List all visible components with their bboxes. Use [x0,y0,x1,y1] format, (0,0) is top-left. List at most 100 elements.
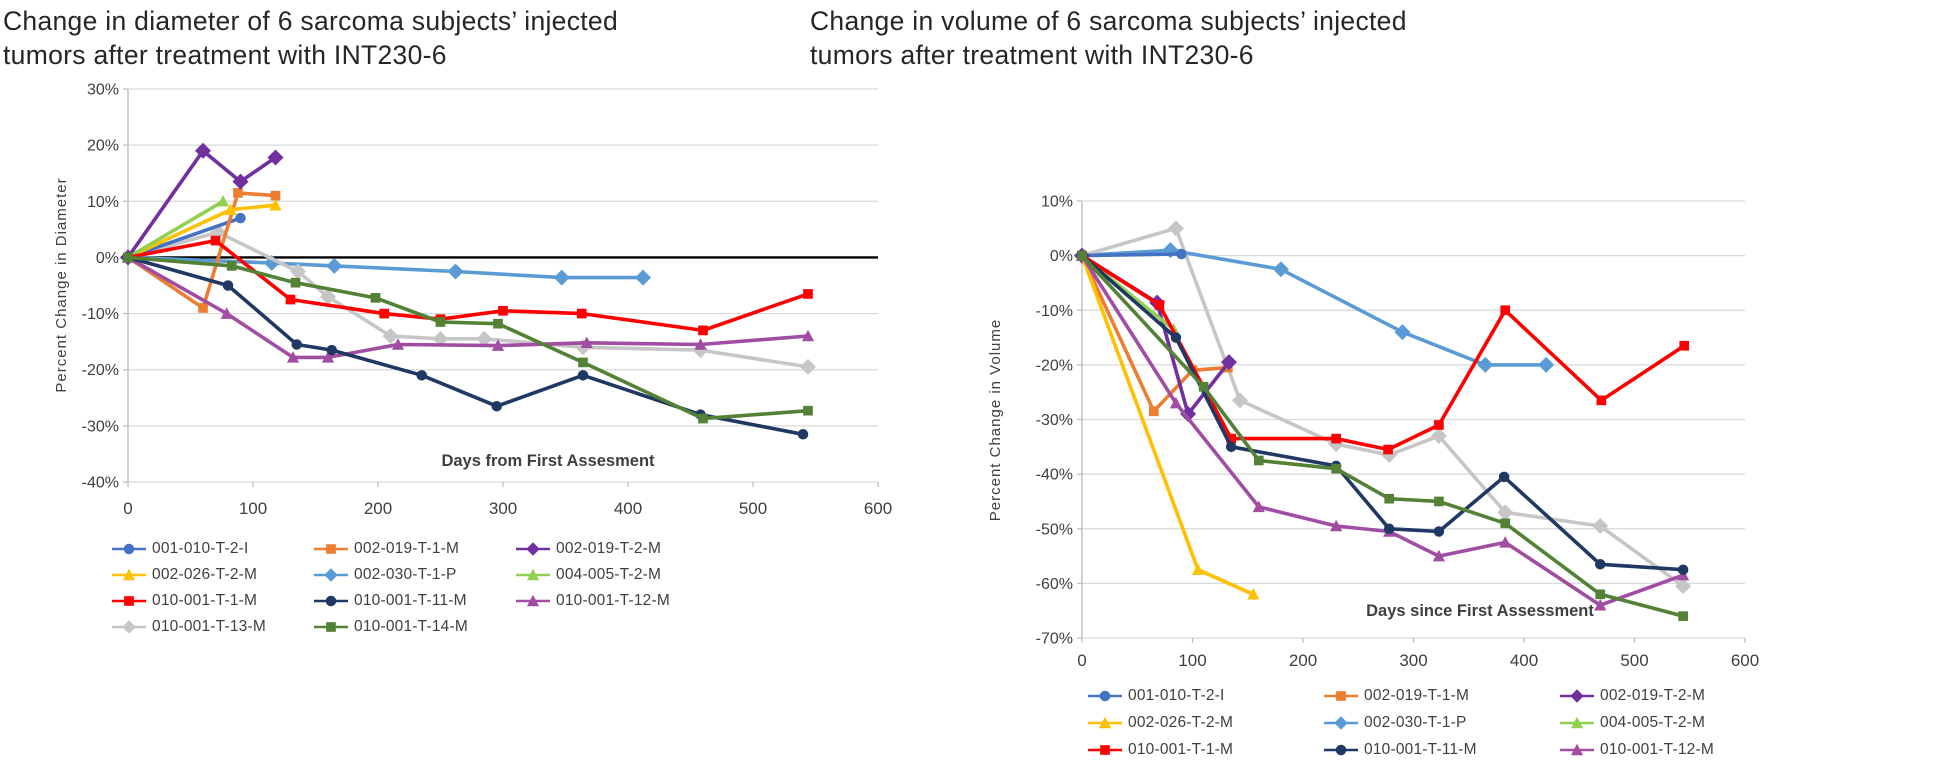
legend-label: 002-019-T-1-M [1364,686,1470,704]
legend-label: 010-001-T-12-M [556,592,670,609]
legend-item-002-019-T-2-M: 002-019-T-2-M [516,540,718,558]
diamond-marker-icon [314,568,348,582]
series-002-030-T-1-P [120,249,651,286]
y-tick-label: -10% [82,306,119,323]
volume-y-axis-title: Percent Change in Volume [987,319,1004,521]
x-tick-label: 600 [864,499,892,518]
legend-label: 002-019-T-1-M [354,540,460,557]
y-tick-label: -40% [82,475,119,492]
legend-item-002-019-T-2-M: 002-019-T-2-M [1560,687,1796,705]
square-marker-icon [1088,744,1122,755]
x-tick-label: 100 [1178,651,1206,670]
y-tick-label: -20% [82,362,119,379]
square-marker-icon [314,544,348,554]
x-tick-label: 0 [123,499,132,518]
x-tick-label: 200 [1289,651,1317,670]
y-tick-label: 0% [1050,248,1073,265]
legend-item-010-001-T-1-M: 010-001-T-1-M [1088,741,1324,759]
legend-label: 010-001-T-11-M [354,592,467,609]
legend-label: 002-019-T-2-M [1600,686,1706,704]
x-tick-label: 500 [739,499,767,518]
legend-label: 010-001-T-12-M [1600,740,1714,758]
volume-chart-title: Change in volume of 6 sarcoma subjects’ … [810,4,1590,72]
series-010-001-T-14-M [1077,250,1688,621]
x-tick-label: 600 [1731,651,1759,670]
diameter-title-line-2: tumors after treatment with INT230-6 [3,40,447,70]
legend-label: 002-030-T-1-P [354,566,457,583]
square-marker-icon [112,596,146,606]
series-010-001-T-1-M [1077,250,1690,455]
x-tick-label: 0 [1077,651,1086,670]
y-tick-label: -20% [1036,357,1073,374]
series-010-001-T-12-M [121,251,815,363]
x-tick-label: 400 [1510,651,1538,670]
legend-label: 002-026-T-2-M [152,566,258,583]
circle-marker-icon [112,543,146,555]
legend-item-002-026-T-2-M: 002-026-T-2-M [1088,714,1324,732]
triangle-marker-icon [112,568,146,581]
y-tick-label: -30% [1036,412,1073,429]
square-marker-icon [1324,690,1358,701]
legend-item-002-019-T-1-M: 002-019-T-1-M [1324,687,1560,705]
legend-item-010-001-T-1-M: 010-001-T-1-M [112,592,314,610]
triangle-marker-icon [1088,716,1122,728]
series-010-001-T-12-M [1075,249,1690,611]
circle-marker-icon [314,595,348,607]
legend-item-010-001-T-14-M: 010-001-T-14-M [314,618,516,636]
diamond-marker-icon [1324,715,1358,730]
y-tick-label: -40% [1036,467,1073,484]
triangle-marker-icon [1560,743,1594,755]
legend-item-002-030-T-1-P: 002-030-T-1-P [1324,714,1560,732]
legend-label: 001-010-T-2-I [1128,686,1225,704]
diameter-x-axis-title: Days from First Assesment [441,452,655,470]
circle-marker-icon [1088,690,1122,701]
legend-item-010-001-T-11-M: 010-001-T-11-M [1324,741,1560,759]
y-tick-label: 0% [96,250,119,267]
diamond-marker-icon [112,620,146,634]
triangle-marker-icon [516,594,550,607]
diameter-title-line-1: Change in diameter of 6 sarcoma subjects… [3,6,619,36]
y-tick-label: 10% [87,194,119,211]
legend-label: 010-001-T-1-M [152,592,258,609]
legend-item-010-001-T-11-M: 010-001-T-11-M [314,592,516,610]
legend-label: 010-001-T-11-M [1364,740,1477,758]
legend-label: 002-019-T-2-M [556,540,662,557]
circle-marker-icon [1324,744,1358,755]
x-tick-label: 100 [239,499,267,518]
y-tick-label: 10% [1041,194,1073,211]
x-tick-label: 300 [489,499,517,518]
legend-item-001-010-T-2-I: 001-010-T-2-I [112,540,314,558]
x-tick-label: 300 [1399,651,1427,670]
legend-item-004-005-T-2-M: 004-005-T-2-M [516,566,718,584]
diameter-y-axis-title: Percent Change in Diameter [53,177,70,392]
y-tick-label: -10% [1036,303,1073,320]
legend-label: 002-026-T-2-M [1128,713,1234,731]
legend-label: 004-005-T-2-M [1600,713,1706,731]
diamond-marker-icon [516,542,550,556]
series-010-001-T-13-M [1074,220,1692,595]
y-tick-label: -60% [1036,576,1073,593]
legend-item-010-001-T-12-M: 010-001-T-12-M [1560,741,1796,759]
legend-label: 010-001-T-1-M [1128,740,1234,758]
volume-plot-area: 10% 0% -10% -20% -30% -40% -50% -60% -70%0 100 200… [987,194,1759,671]
volume-chart-legend: 001-010-T-2-I 002-019-T-1-M 002-019-T-2-M 0… [1088,682,1796,763]
volume-title-line-2: tumors after treatment with INT230-6 [810,40,1254,70]
triangle-marker-icon [1560,716,1594,728]
volume-title-line-1: Change in volume of 6 sarcoma subjects’ … [810,6,1407,36]
legend-item-002-019-T-1-M: 002-019-T-1-M [314,540,516,558]
square-marker-icon [314,622,348,632]
series-010-001-T-14-M [123,252,813,424]
triangle-marker-icon [516,568,550,581]
y-tick-label: -50% [1036,521,1073,538]
diamond-marker-icon [1560,688,1594,703]
y-tick-label: 20% [87,138,119,155]
diameter-chart-legend: 001-010-T-2-I 002-019-T-1-M 002-019-T-2-M 0… [112,536,718,640]
x-tick-label: 400 [614,499,642,518]
legend-label: 002-030-T-1-P [1364,713,1467,731]
legend-item-010-001-T-12-M: 010-001-T-12-M [516,592,718,610]
y-tick-label: 30% [87,82,119,99]
legend-item-010-001-T-13-M: 010-001-T-13-M [112,618,314,636]
legend-item-002-026-T-2-M: 002-026-T-2-M [112,566,314,584]
